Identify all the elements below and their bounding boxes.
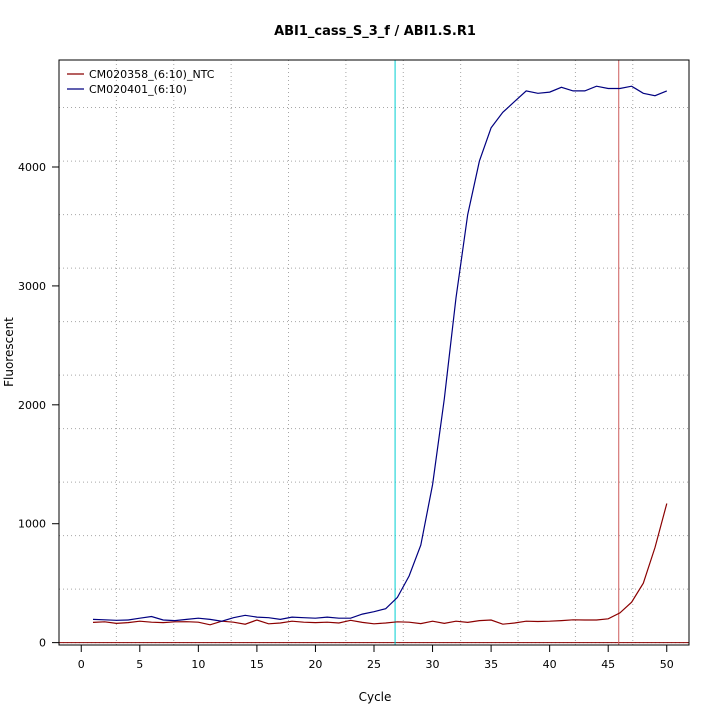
series-line-1 bbox=[92, 503, 668, 626]
x-tick-label: 20 bbox=[308, 658, 322, 671]
y-tick-label: 1000 bbox=[18, 518, 46, 531]
x-axis: 0 5 10 15 20 25 30 35 40 45 50 bbox=[78, 645, 674, 671]
y-tick-label: 0 bbox=[39, 637, 46, 650]
y-axis: 0 1000 2000 3000 4000 bbox=[18, 161, 59, 650]
x-tick-label: 0 bbox=[78, 658, 85, 671]
x-tick-label: 40 bbox=[543, 658, 557, 671]
x-axis-label: Cycle bbox=[359, 690, 392, 704]
legend: CM020358_(6:10)_NTC CM020401_(6:10) bbox=[67, 68, 215, 96]
x-tick-label: 35 bbox=[484, 658, 498, 671]
series-line-2 bbox=[92, 85, 668, 622]
x-tick-label: 45 bbox=[601, 658, 615, 671]
threshold-lines bbox=[59, 60, 689, 645]
x-tick-label: 15 bbox=[250, 658, 264, 671]
x-tick-label: 10 bbox=[191, 658, 205, 671]
x-tick-label: 50 bbox=[660, 658, 674, 671]
chart-title: ABI1_cass_S_3_f / ABI1.S.R1 bbox=[274, 24, 476, 39]
y-axis-label: Fluorescent bbox=[2, 317, 16, 387]
x-tick-label: 25 bbox=[367, 658, 381, 671]
legend-label: CM020401_(6:10) bbox=[89, 83, 187, 96]
y-tick-label: 4000 bbox=[18, 161, 46, 174]
x-tick-label: 30 bbox=[426, 658, 440, 671]
legend-label: CM020358_(6:10)_NTC bbox=[89, 68, 215, 81]
plot-frame bbox=[58, 59, 690, 646]
y-tick-label: 3000 bbox=[18, 280, 46, 293]
y-tick-label: 2000 bbox=[18, 399, 46, 412]
grid bbox=[59, 60, 689, 645]
x-tick-label: 5 bbox=[136, 658, 143, 671]
series-lines bbox=[92, 85, 668, 626]
